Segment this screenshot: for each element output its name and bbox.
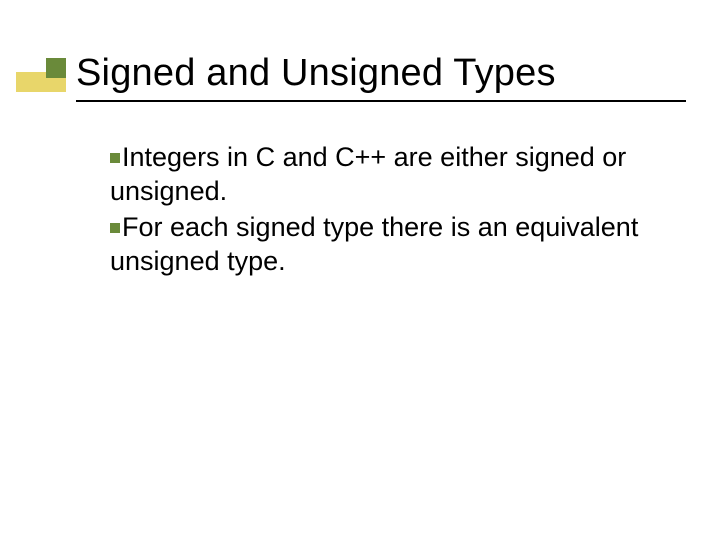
slide-title: Signed and Unsigned Types: [76, 52, 556, 95]
square-bullet-icon: [110, 153, 120, 163]
bullet-item: Integers in C and C++ are either signed …: [110, 140, 670, 208]
bullet-item: For each signed type there is an equival…: [110, 210, 670, 278]
slide: Signed and Unsigned Types Integers in C …: [0, 0, 720, 540]
title-underline: [76, 100, 686, 102]
slide-body: Integers in C and C++ are either signed …: [110, 140, 670, 280]
title-accent-front: [46, 58, 66, 78]
bullet-text: Integers in C and C++ are either signed …: [110, 142, 626, 206]
bullet-text: For each signed type there is an equival…: [110, 212, 638, 276]
square-bullet-icon: [110, 223, 120, 233]
